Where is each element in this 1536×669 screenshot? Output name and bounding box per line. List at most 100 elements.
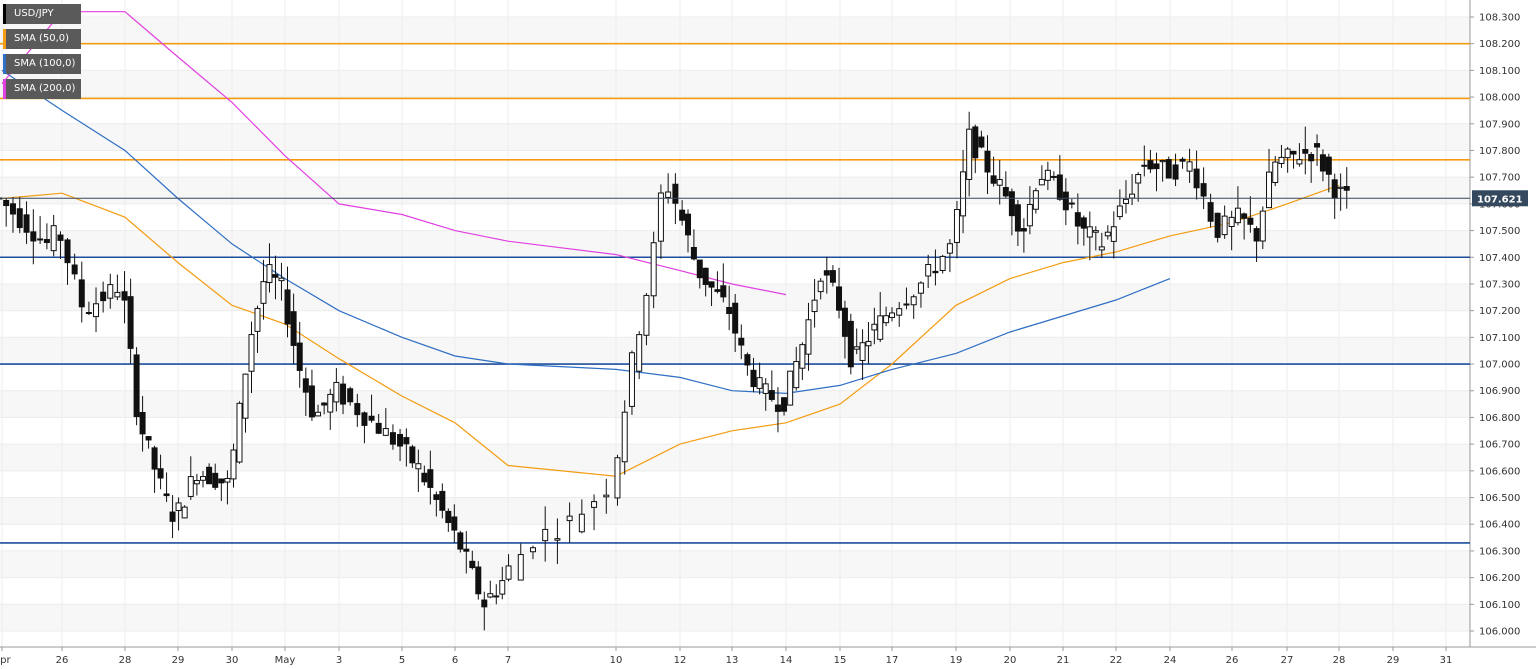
- candle-body: [389, 432, 396, 445]
- candle-body: [657, 192, 664, 242]
- candle-body: [278, 277, 285, 282]
- grid-band: [0, 444, 1470, 471]
- current-price-marker: 107.621: [0, 190, 1528, 207]
- candle-body: [865, 340, 872, 347]
- candle-body: [726, 307, 733, 315]
- candle-body: [1172, 164, 1179, 180]
- candle-body: [925, 264, 932, 277]
- legend-item-sma-200: SMA (200,0): [3, 79, 82, 99]
- candle-body: [71, 264, 78, 275]
- candle-body: [1014, 204, 1021, 232]
- candle-body: [762, 383, 769, 394]
- price-tick-label: 106.500: [1479, 493, 1520, 504]
- candle-body: [960, 171, 967, 217]
- time-tick-label: 15: [834, 655, 847, 666]
- candle-body: [628, 352, 635, 407]
- time-tick-label: 10: [610, 655, 623, 666]
- candle-body: [1179, 158, 1186, 162]
- candle-body: [603, 494, 610, 498]
- candle-body: [266, 264, 273, 284]
- candle-body: [696, 259, 703, 279]
- legend-item-sma-100: SMA (100,0): [3, 54, 82, 74]
- legend-item-usdjpy: USD/JPY: [3, 4, 82, 24]
- candle-body: [1314, 143, 1321, 148]
- candle-body: [236, 402, 243, 463]
- candle-body: [554, 538, 561, 541]
- candle-body: [1319, 154, 1326, 172]
- candle-body: [1135, 174, 1142, 184]
- time-axis: Apr 26 28 29 30 May 3 5 6 7 10 12 13 14 15 17 19 20 21 22 24…: [0, 647, 1452, 666]
- price-tick-label: 107.300: [1479, 279, 1520, 290]
- price-tick-label: 107.000: [1479, 360, 1520, 371]
- candle-body: [614, 457, 621, 499]
- price-tick-label: 108.000: [1479, 93, 1520, 104]
- candle-body: [302, 378, 309, 393]
- candle-body: [1259, 210, 1266, 242]
- candle-body: [829, 270, 836, 283]
- candle-body: [799, 344, 806, 369]
- candle-body: [877, 315, 884, 340]
- price-tick-label: 106.900: [1479, 386, 1520, 397]
- candle-body: [361, 412, 368, 426]
- candle-body: [481, 599, 488, 608]
- candle-body: [1141, 164, 1148, 167]
- candle-body: [972, 126, 979, 159]
- price-axis: 106.000 106.100 106.200 106.300 106.400 106.5…: [1470, 13, 1520, 638]
- candle-body: [78, 279, 85, 308]
- candlesticks: [0, 111, 1350, 631]
- price-tick-label: 107.800: [1479, 146, 1520, 157]
- candle-body: [1038, 178, 1045, 186]
- candle-body: [883, 315, 890, 324]
- candle-body: [181, 506, 188, 519]
- candle-body: [445, 510, 452, 524]
- candle-body: [591, 501, 598, 508]
- candle-body: [1086, 226, 1093, 238]
- candle-body: [57, 234, 64, 241]
- current-price-label: 107.621: [1477, 194, 1523, 205]
- candle-body: [260, 281, 267, 304]
- candle-body: [451, 516, 458, 531]
- candle-body: [781, 397, 788, 412]
- time-tick-label: 22: [1110, 655, 1123, 666]
- candle-body: [415, 463, 422, 470]
- legend-swatch: [3, 29, 6, 49]
- candle-body: [333, 381, 340, 403]
- candle-body: [1080, 217, 1087, 229]
- time-tick-label: 20: [1004, 655, 1017, 666]
- time-tick-label: 3: [336, 655, 342, 666]
- candle-body: [100, 291, 107, 302]
- candle-body: [578, 513, 585, 533]
- candle-body: [1159, 159, 1166, 163]
- candle-body: [1032, 190, 1039, 210]
- time-tick-label: 27: [1281, 655, 1294, 666]
- candle-body: [847, 320, 854, 368]
- time-tick-label: 26: [56, 655, 69, 666]
- candle-body: [218, 478, 225, 484]
- candle-body: [1153, 163, 1160, 170]
- candle-body: [354, 403, 361, 416]
- candle-body: [787, 370, 794, 406]
- candle-body: [853, 346, 860, 350]
- candle-body: [1044, 169, 1051, 181]
- sma-lines: [1, 11, 1340, 477]
- price-tick-label: 106.200: [1479, 573, 1520, 584]
- candle-body: [1020, 228, 1027, 232]
- candle-body: [284, 289, 291, 325]
- candle-body: [932, 270, 939, 274]
- candle-body: [953, 209, 960, 243]
- candle-body: [738, 337, 745, 346]
- candle-body: [375, 422, 382, 434]
- candle-body: [984, 150, 991, 173]
- candle-body: [327, 393, 334, 413]
- candle-body: [978, 136, 985, 148]
- candle-body: [1207, 202, 1214, 222]
- candle-body: [529, 547, 536, 553]
- candle-body: [1122, 198, 1129, 204]
- candle-body: [690, 246, 697, 260]
- candle-body: [621, 411, 628, 463]
- candle-body: [708, 281, 715, 288]
- price-tick-label: 106.300: [1479, 546, 1520, 557]
- sma-line: [1, 184, 1340, 477]
- legend-item-sma-50: SMA (50,0): [3, 29, 82, 49]
- candle-body: [23, 214, 30, 233]
